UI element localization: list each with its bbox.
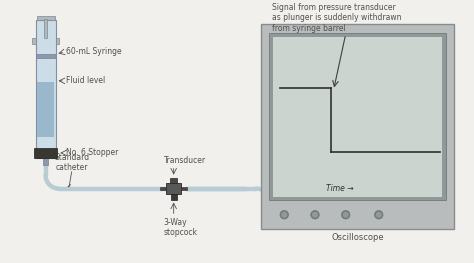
Bar (170, 178, 177, 183)
Bar (36, 16, 55, 20)
Circle shape (311, 210, 319, 219)
Text: Oscilloscope: Oscilloscope (331, 233, 384, 242)
Bar (32, 38, 36, 44)
Bar (273, 37, 442, 197)
Circle shape (376, 212, 381, 217)
Bar (269, 33, 446, 200)
Text: No. 6 Stopper: No. 6 Stopper (66, 148, 119, 157)
Text: 3-Way
stopcock: 3-Way stopcock (164, 218, 198, 237)
Text: Signal from pressure transducer
as plunger is suddenly withdrawn
from syringe ba: Signal from pressure transducer as plung… (273, 3, 402, 33)
Bar (166, 183, 181, 194)
Bar (34, 148, 57, 158)
Bar (171, 194, 176, 200)
Bar (160, 187, 166, 190)
Circle shape (341, 210, 350, 219)
Circle shape (282, 212, 287, 217)
Text: Standard
catheter: Standard catheter (54, 153, 89, 172)
Text: Fluid level: Fluid level (66, 76, 106, 85)
Bar (43, 158, 48, 165)
Bar (37, 82, 54, 137)
Text: 60-mL Syringe: 60-mL Syringe (66, 47, 122, 56)
Bar (181, 187, 187, 190)
Bar (36, 54, 55, 58)
Text: Transducer: Transducer (164, 156, 206, 165)
Bar (36, 20, 55, 158)
Circle shape (280, 210, 289, 219)
Bar (55, 38, 59, 44)
Circle shape (374, 210, 383, 219)
Bar (261, 24, 455, 229)
Text: Time →: Time → (327, 184, 354, 193)
Bar (44, 19, 47, 38)
Circle shape (343, 212, 348, 217)
Circle shape (313, 212, 318, 217)
